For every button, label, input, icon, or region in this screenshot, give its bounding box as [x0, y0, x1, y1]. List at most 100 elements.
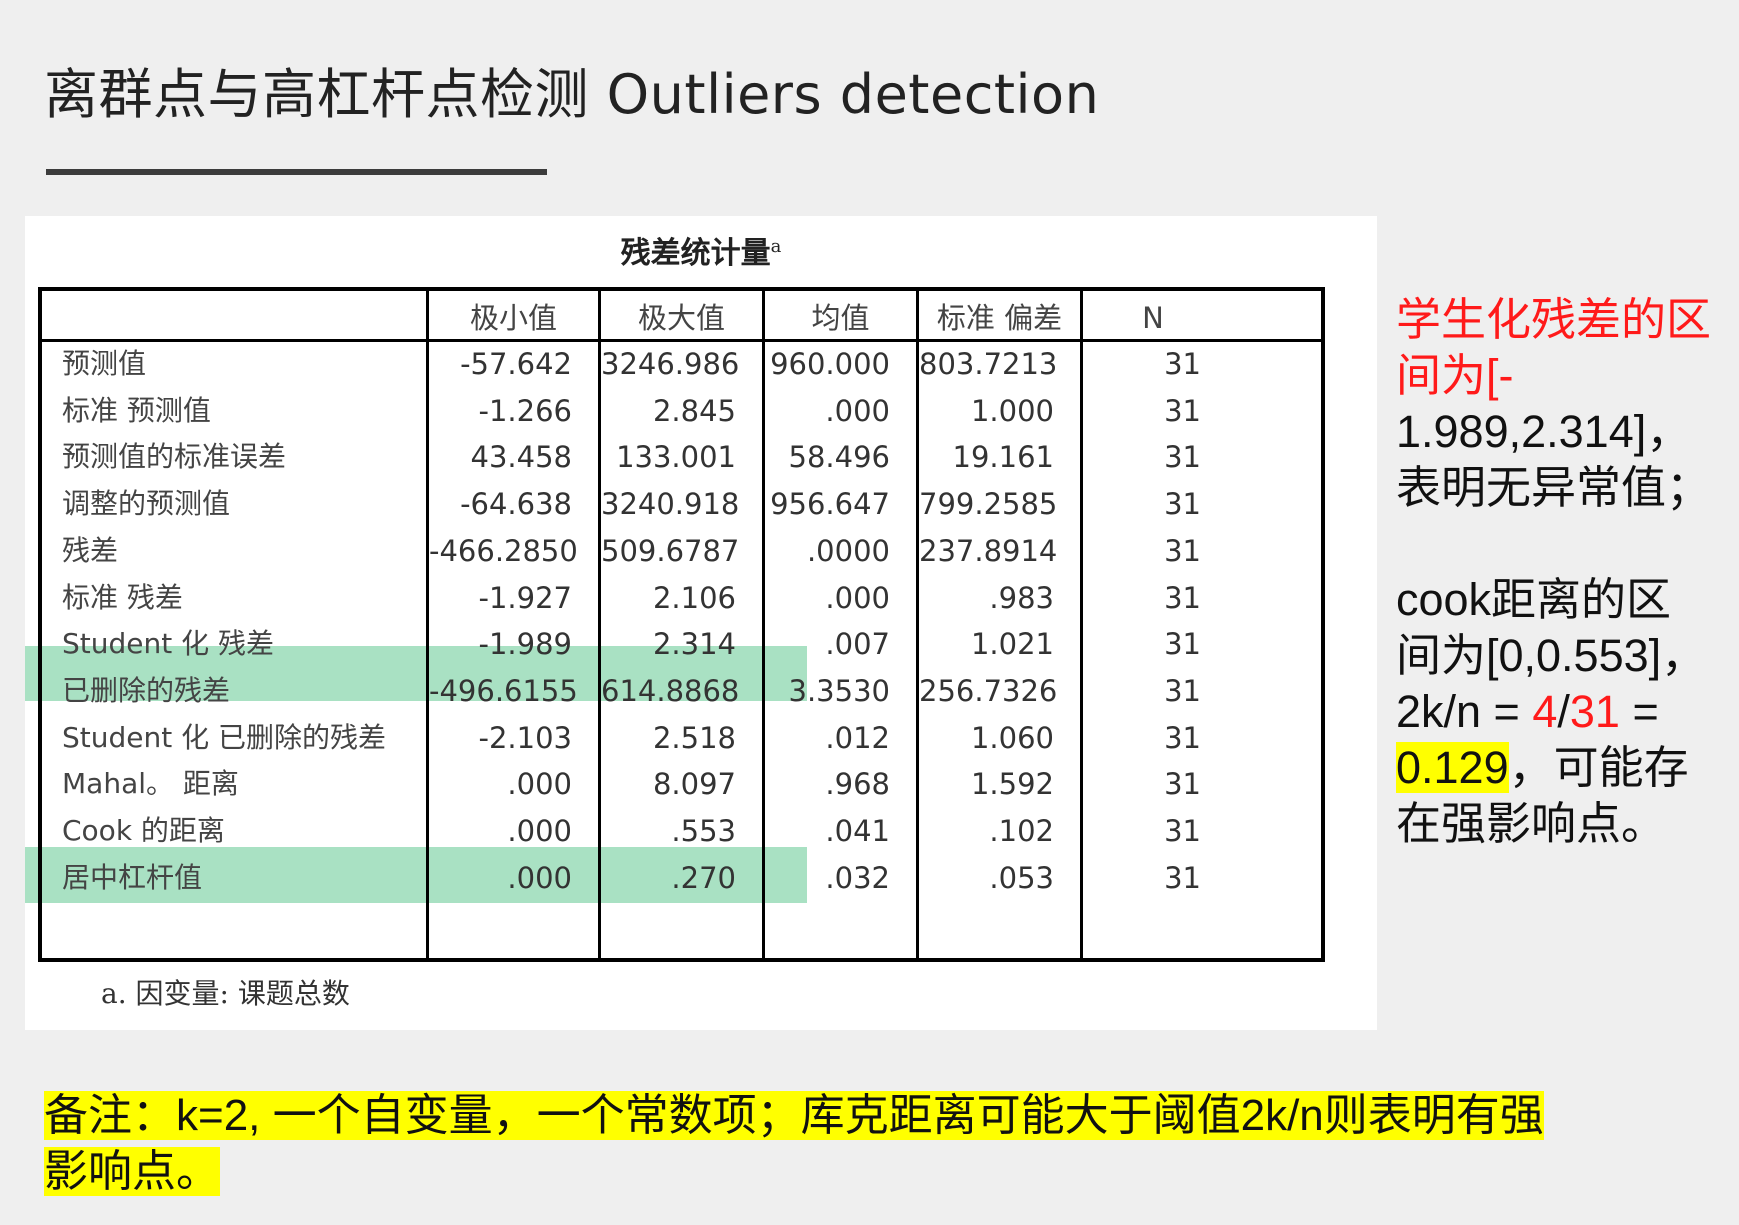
table-cell: 19.161	[952, 440, 1054, 475]
column-header-std-dev: 标准 偏差	[936, 301, 1063, 335]
table-cell: 1.021	[970, 627, 1054, 662]
side-note-conclusion: 表明无异常值；	[1396, 462, 1712, 513]
table-cell: -1.989	[478, 627, 573, 662]
side-note-threshold-equals: =	[1619, 686, 1659, 737]
column-header-min: 极小值	[469, 301, 557, 335]
table-cell: 237.8914	[919, 533, 1058, 568]
row-label: Cook 的距离	[62, 814, 225, 847]
table-cell: 2.314	[652, 627, 736, 662]
table-cell: .0000	[806, 533, 890, 568]
table-cell: 1.000	[970, 393, 1054, 428]
table-caption-footnote-marker: a	[770, 236, 782, 257]
table-cell: -496.6155	[429, 673, 578, 708]
slide-title: 离群点与高杠杆点检测 Outliers detection	[44, 63, 1100, 126]
table-cell: 43.458	[470, 440, 572, 475]
table-cell: 256.7326	[919, 673, 1058, 708]
highlight-cook-distance	[25, 847, 807, 903]
table-cell: 31	[1164, 673, 1201, 708]
table-cell: 31	[1164, 627, 1201, 662]
table-cell: 31	[1164, 440, 1201, 475]
table-cell: 614.8868	[601, 673, 740, 708]
table-cell: -57.642	[460, 347, 572, 381]
row-label: 居中杠杆值	[62, 860, 203, 894]
side-note-threshold-numerator: 4	[1532, 686, 1558, 737]
table-cell: 133.001	[616, 440, 736, 475]
table-cell: .000	[825, 580, 890, 615]
table-cell: .053	[989, 860, 1054, 895]
column-header-n: N	[1142, 301, 1164, 335]
side-note-influence-1: ，可能存	[1508, 742, 1689, 793]
highlight-student-residual	[25, 646, 807, 701]
bottom-remark: 备注：k=2, 一个自变量，一个常数项；库克距离可能大于阈值2k/n则表明有强 …	[44, 1088, 1684, 1200]
table-cell: 3240.918	[601, 487, 740, 522]
row-label: Student 化 残差	[62, 627, 275, 661]
table-cell: 2.845	[652, 393, 736, 428]
table-cell: 31	[1164, 347, 1201, 381]
row-label: Student 化 已删除的残差	[62, 720, 387, 754]
row-label: 预测值	[62, 347, 147, 380]
table-cell: .270	[671, 860, 736, 895]
table-cell: 31	[1164, 860, 1201, 895]
side-note-cook-line-2: 间为[0,0.553]，	[1396, 630, 1707, 681]
table-cell: 3.3530	[788, 673, 890, 708]
table-cell: .553	[671, 814, 736, 848]
table-caption-text: 残差统计量	[620, 236, 771, 271]
side-note-cook-line-1: cook距离的区	[1396, 574, 1672, 625]
title-underline	[46, 169, 547, 175]
table-cell: .012	[825, 720, 890, 755]
header-rule	[426, 339, 1321, 342]
table-cell: 509.6787	[601, 533, 740, 568]
side-note: 学生化残差的区间为[- 1.989,2.314]， 表明无异常值； cook距离…	[1396, 292, 1734, 852]
table-cell: .983	[989, 580, 1054, 615]
row-label: 预测值的标准误差	[62, 440, 287, 474]
table-cell: 31	[1164, 814, 1201, 848]
table-cell: 31	[1164, 720, 1201, 755]
table-cell: 799.2585	[919, 487, 1058, 522]
side-note-paragraph-2: cook距离的区 间为[0,0.553]， 2k/n = 4/31 = 0.12…	[1396, 572, 1734, 852]
table-cell: -1.927	[478, 580, 573, 615]
grid-divider	[916, 291, 919, 958]
column-header-max: 极大值	[637, 301, 725, 335]
table-cell: .000	[507, 767, 572, 802]
table-cell: -466.2850	[429, 533, 578, 568]
table-footnote: a. 因变量: 课题总数	[101, 977, 350, 1010]
table-caption: 残差统计量a	[25, 228, 1377, 272]
header-rule	[42, 339, 426, 342]
row-label: 已删除的残差	[62, 673, 231, 707]
side-note-threshold-denominator: 31	[1569, 686, 1620, 737]
table-cell: .032	[825, 860, 890, 895]
table-cell: 803.7213	[919, 347, 1058, 381]
grid-divider	[1080, 291, 1083, 958]
table-cell: .041	[825, 814, 890, 848]
table-cell: 2.106	[652, 580, 736, 615]
table-cell: 31	[1164, 533, 1201, 568]
side-note-threshold-slash: /	[1557, 686, 1570, 737]
table-cell: .968	[825, 767, 890, 802]
table-cell: .007	[825, 627, 890, 662]
row-label: 调整的预测值	[62, 487, 231, 521]
table-cell: 960.000	[770, 347, 890, 381]
grid-divider	[762, 291, 765, 958]
table-cell: 2.518	[652, 720, 736, 755]
table-cell: 58.496	[788, 440, 890, 475]
table-cell: .102	[989, 814, 1054, 848]
table-cell: 1.060	[970, 720, 1054, 755]
bottom-remark-line-2: 影响点。	[44, 1147, 220, 1196]
table-cell: .000	[507, 814, 572, 848]
table-cell: 1.592	[970, 767, 1054, 802]
statistics-grid: 极小值 极大值 均值 标准 偏差 N 预测值 -57.642 3246.986 960…	[38, 287, 1325, 962]
table-cell: -1.266	[478, 393, 573, 428]
side-note-range: 1.989,2.314]，	[1396, 406, 1692, 457]
row-label: 残差	[62, 533, 119, 567]
grid-divider	[426, 291, 429, 958]
table-cell: 8.097	[652, 767, 736, 802]
row-label: 标准 预测值	[62, 393, 211, 427]
side-note-threshold-label: 2k/n =	[1396, 686, 1533, 737]
table-cell: 31	[1164, 580, 1201, 615]
table-cell: -64.638	[460, 487, 572, 522]
table-cell: 31	[1164, 767, 1201, 802]
row-label: Mahal。 距离	[62, 767, 239, 801]
table-cell: .000	[825, 393, 890, 428]
table-cell: -2.103	[478, 720, 573, 755]
row-label: 标准 残差	[62, 580, 183, 614]
